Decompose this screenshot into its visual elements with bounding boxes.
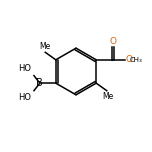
Text: HO: HO xyxy=(18,93,31,102)
Text: O: O xyxy=(109,37,116,46)
Text: Me: Me xyxy=(40,42,51,51)
Text: B: B xyxy=(36,78,43,88)
Text: CH₃: CH₃ xyxy=(130,57,142,63)
Text: Me: Me xyxy=(102,92,113,101)
Text: HO: HO xyxy=(18,64,31,73)
Text: O: O xyxy=(125,55,132,64)
